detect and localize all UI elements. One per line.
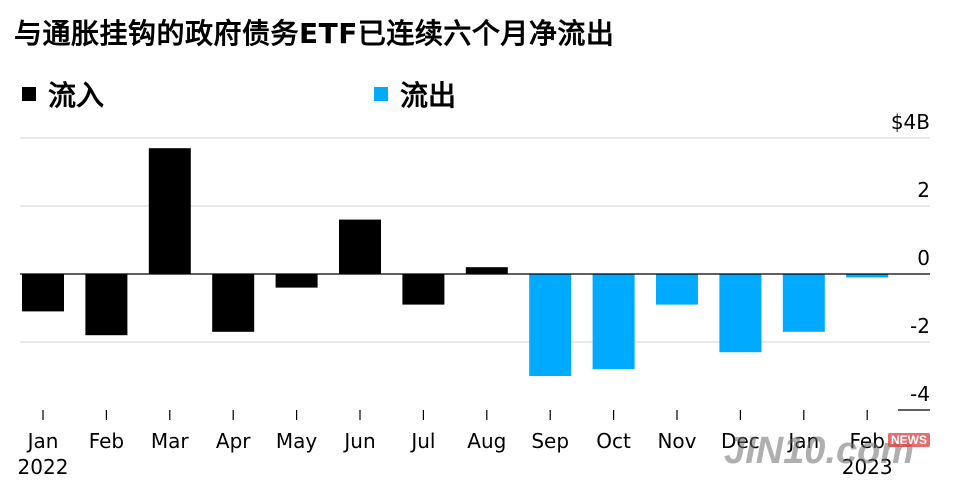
y-tick-label: 2	[917, 178, 930, 202]
x-tick-label: Feb	[89, 429, 124, 453]
bar-aug	[465, 267, 508, 274]
bar-oct	[592, 274, 635, 370]
legend-label-outflow: 流出	[400, 79, 457, 112]
x-year-label: 2023	[842, 455, 893, 479]
bar-may	[275, 274, 318, 288]
x-tick-label: Aug	[467, 429, 506, 453]
x-tick-label: Jun	[342, 429, 375, 453]
watermark-logo: JIN10.com	[724, 430, 915, 472]
bar-jul	[402, 274, 445, 305]
bar-feb	[846, 274, 889, 278]
legend-item-inflow: 流入	[22, 74, 104, 114]
legend-label-inflow: 流入	[48, 79, 105, 112]
bar-sep	[529, 274, 572, 376]
x-tick-label: Oct	[596, 429, 631, 453]
bar-dec	[719, 274, 762, 353]
x-tick-label: Jan	[786, 429, 819, 453]
x-tick-label: Mar	[151, 429, 190, 453]
y-tick-label: -4	[910, 382, 930, 406]
legend-item-outflow: 流出	[374, 74, 456, 114]
x-tick-label: Jul	[409, 429, 435, 453]
legend-swatch-outflow	[374, 87, 388, 101]
x-tick-label: Jan	[26, 429, 59, 453]
y-tick-label: 0	[917, 246, 930, 270]
bar-feb	[85, 274, 128, 336]
bar-apr	[212, 274, 255, 332]
chart-title: 与通胀挂钩的政府债务ETF已连续六个月净流出	[14, 17, 615, 50]
bar-jan	[782, 274, 825, 332]
bar-jun	[339, 219, 381, 274]
x-tick-label: Dec	[721, 429, 760, 453]
x-tick-label: Feb	[849, 429, 884, 453]
x-tick-label: Nov	[657, 429, 696, 453]
bar-nov	[656, 274, 698, 305]
y-tick-label: $4B	[891, 110, 930, 134]
watermark-badge: NEWS	[888, 433, 930, 447]
bar-mar	[148, 148, 191, 274]
x-tick-label: Apr	[216, 429, 251, 453]
y-tick-label: -2	[910, 314, 930, 338]
x-tick-label: Sep	[531, 429, 569, 453]
x-tick-label: May	[276, 429, 318, 453]
x-year-label: 2022	[18, 455, 69, 479]
bar-jan	[22, 274, 64, 312]
legend-swatch-inflow	[22, 87, 36, 101]
